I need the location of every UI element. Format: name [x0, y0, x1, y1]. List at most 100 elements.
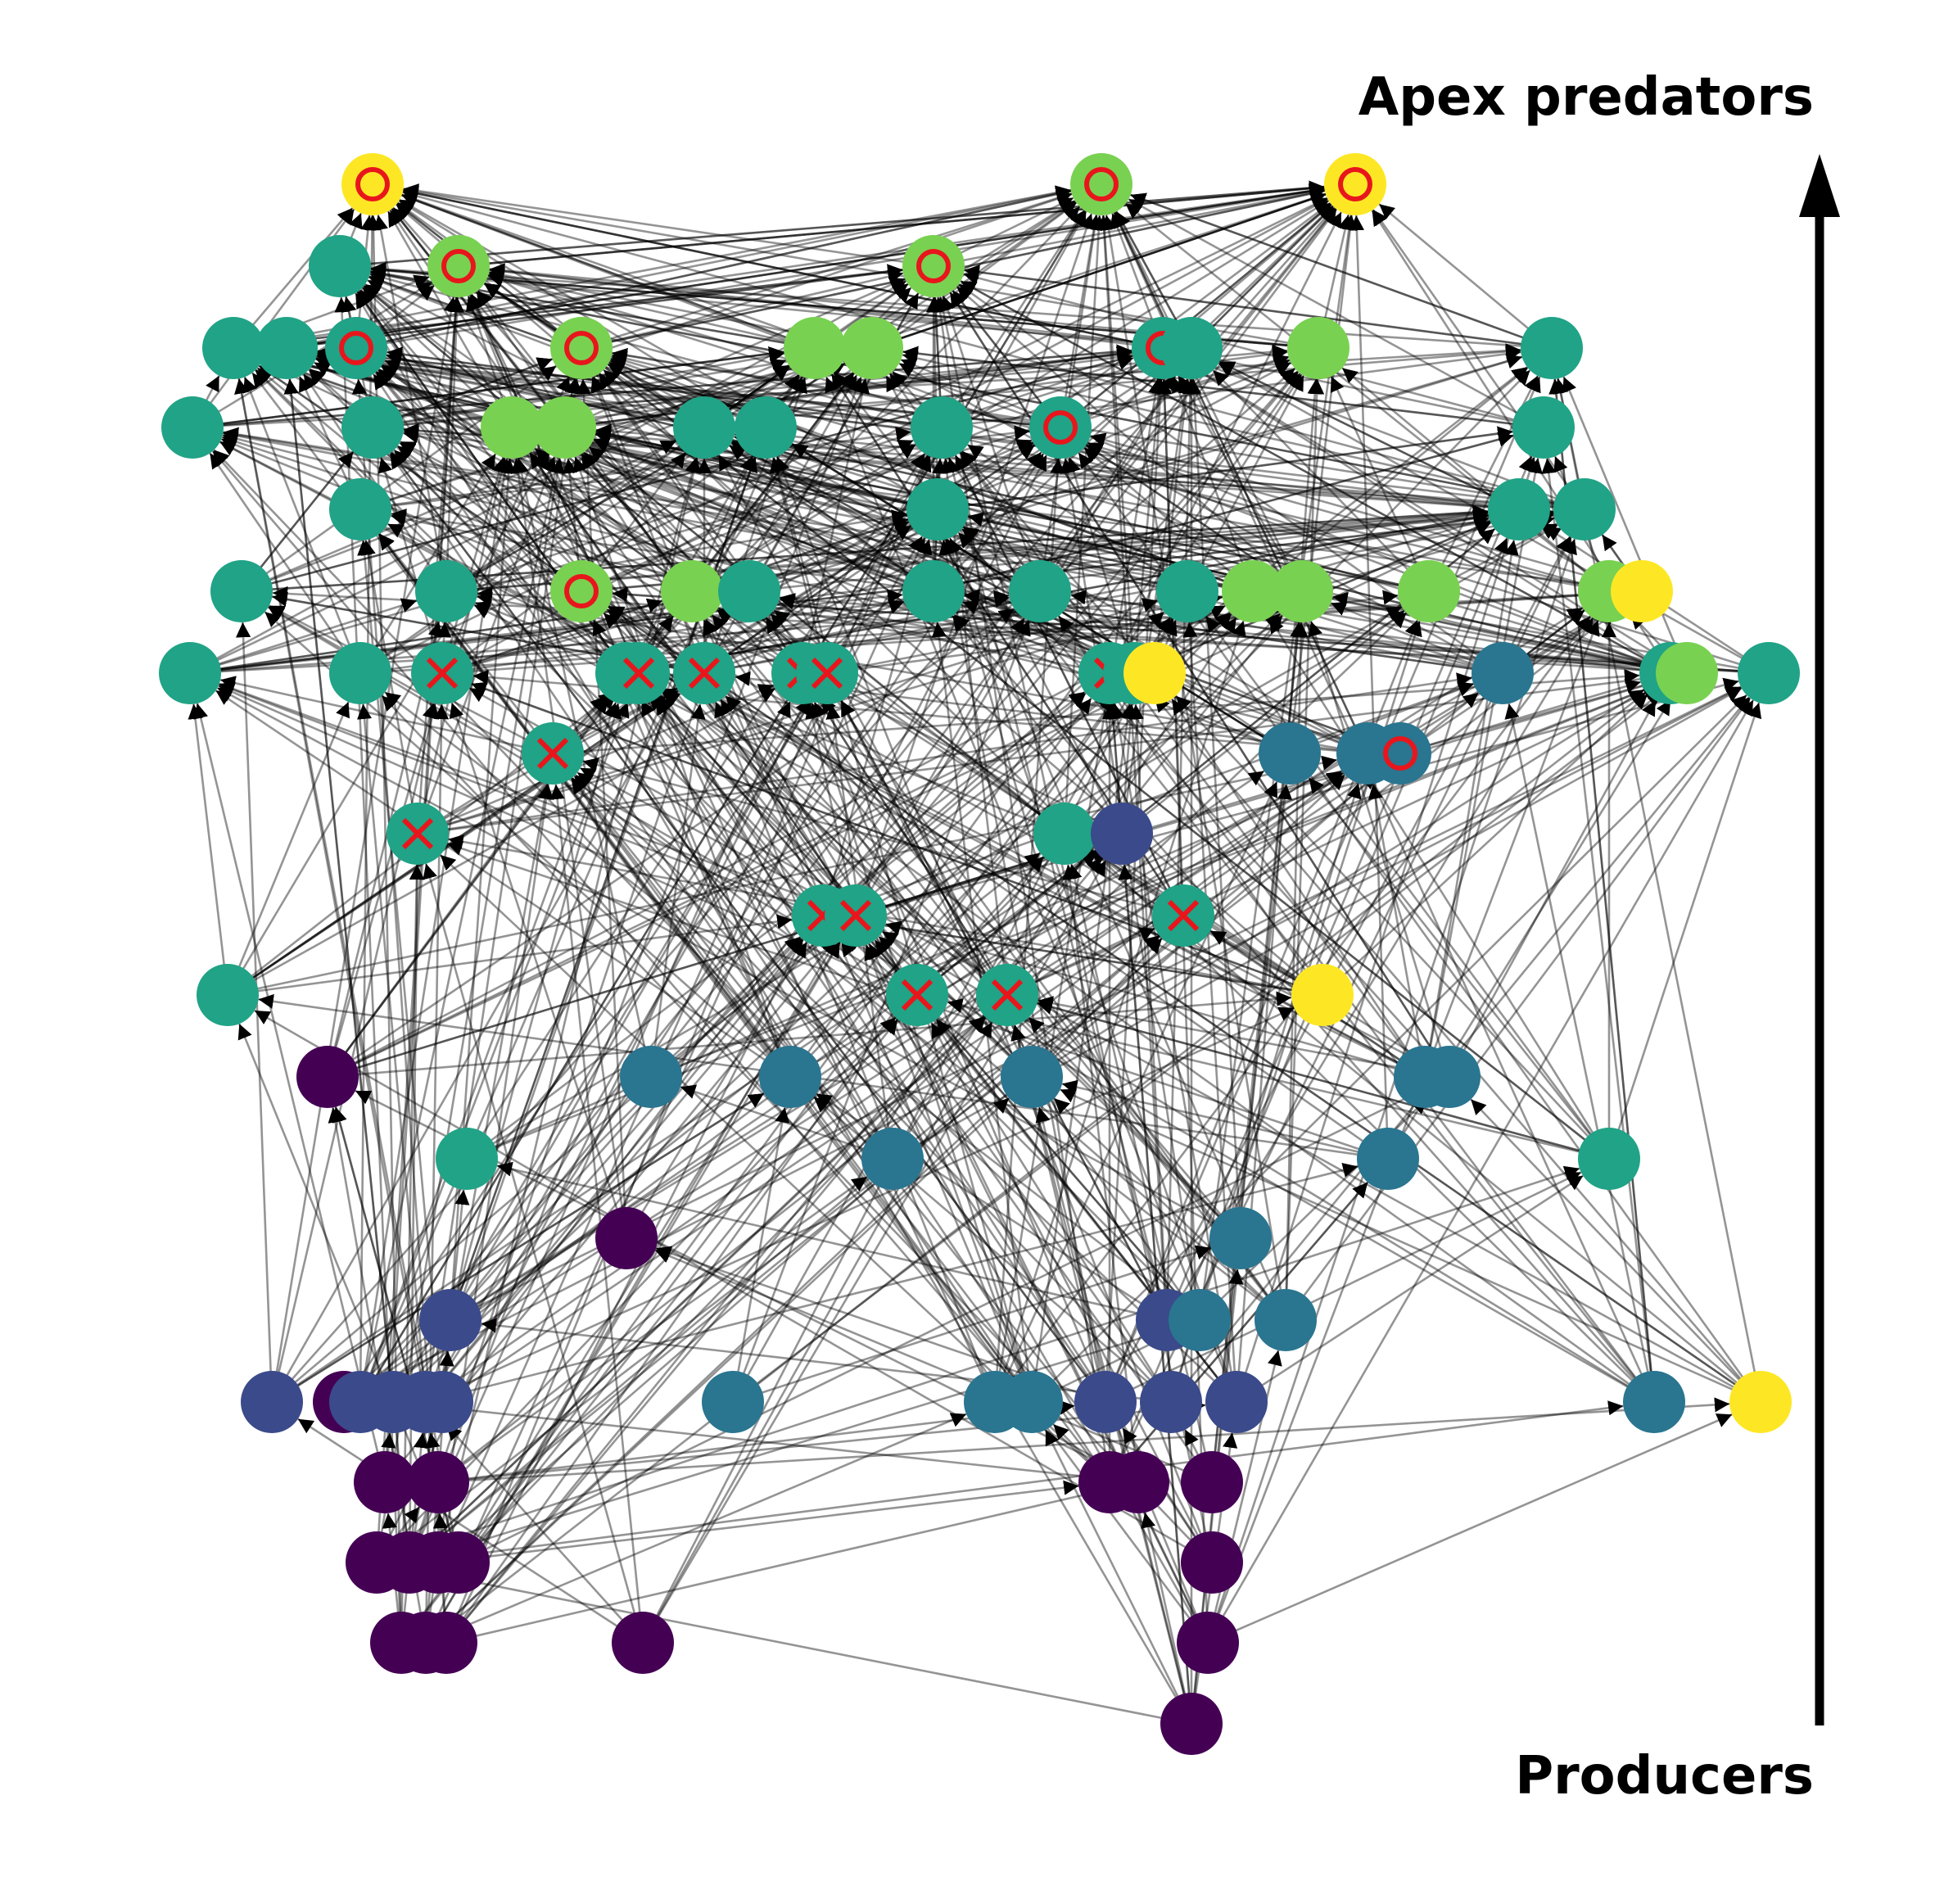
- feeding-link: [241, 454, 550, 972]
- feeding-link: [364, 378, 580, 1375]
- feeding-link: [471, 681, 1297, 987]
- feeding-link: [959, 451, 1409, 1056]
- feeding-link: [373, 453, 497, 650]
- feeding-link: [396, 203, 1302, 978]
- feeding-link: [219, 346, 784, 425]
- feeding-link: [364, 283, 543, 413]
- feeding-link: [489, 268, 845, 344]
- feeding-link: [445, 1097, 1010, 1625]
- feeding-link: [474, 505, 1489, 590]
- species-node: [329, 478, 391, 540]
- feeding-link: [193, 703, 380, 1456]
- feeding-link: [1064, 215, 1101, 400]
- feeding-link: [219, 676, 526, 748]
- feeding-link: [1192, 350, 1517, 423]
- feeding-link: [215, 690, 768, 1062]
- feeding-link: [490, 523, 1558, 1146]
- feeding-link: [216, 353, 1289, 667]
- cross-marker: [426, 657, 459, 690]
- feeding-link: [439, 854, 1090, 1464]
- feeding-link: [1315, 682, 1474, 745]
- feeding-link: [1038, 996, 1422, 1074]
- feeding-link: [571, 776, 1122, 1462]
- feeding-link: [1083, 446, 1232, 574]
- feeding-link: [399, 198, 1344, 741]
- circle-marker: [916, 249, 951, 283]
- species-node: [1074, 1371, 1137, 1433]
- feeding-link: [370, 267, 1557, 505]
- feeding-link: [445, 672, 1472, 831]
- species-node: [481, 396, 543, 459]
- feeding-link: [372, 373, 1096, 1460]
- feeding-link: [283, 378, 408, 1535]
- feeding-link: [396, 201, 683, 412]
- feeding-link: [1177, 374, 1290, 568]
- feeding-link: [1171, 698, 1411, 1055]
- feeding-link: [401, 938, 837, 1462]
- feeding-link: [952, 290, 1044, 406]
- species-node: [1357, 1128, 1419, 1190]
- feeding-link: [258, 364, 1738, 1387]
- feeding-link: [1081, 203, 1332, 411]
- feeding-link: [381, 1432, 396, 1455]
- circle-marker: [355, 167, 390, 201]
- cross-marker: [622, 657, 655, 690]
- feeding-link: [402, 186, 1136, 344]
- feeding-link: [1121, 211, 1343, 649]
- feeding-link: [655, 1021, 993, 1619]
- feeding-link: [358, 289, 1220, 1382]
- feeding-link: [1051, 773, 1378, 1060]
- feeding-link: [387, 522, 1401, 1065]
- species-node: [255, 317, 318, 379]
- feeding-link: [702, 455, 754, 567]
- species-node: [550, 560, 613, 622]
- species-node: [427, 235, 490, 297]
- feeding-link: [436, 1400, 1624, 1560]
- feeding-link: [458, 208, 1338, 1381]
- feeding-link: [461, 698, 1118, 1621]
- feeding-link: [590, 278, 906, 418]
- feeding-link: [302, 373, 432, 569]
- species-node: [673, 396, 735, 459]
- feeding-link: [398, 357, 553, 419]
- feeding-link: [945, 457, 1161, 1294]
- feeding-link: [402, 186, 1136, 344]
- feeding-link: [729, 445, 911, 577]
- feeding-link: [1051, 694, 1747, 1383]
- edges-layer: [188, 180, 1762, 1720]
- species-node: [1324, 153, 1386, 215]
- feeding-link: [965, 426, 1513, 507]
- feeding-link: [729, 445, 911, 577]
- species-node: [784, 317, 846, 379]
- feeding-link: [1090, 432, 1616, 585]
- feeding-link: [413, 612, 1232, 1384]
- feeding-link: [943, 539, 1160, 1294]
- feeding-link: [574, 774, 1218, 1384]
- species-node: [415, 560, 477, 622]
- species-node: [1009, 560, 1071, 622]
- feeding-link: [1128, 198, 1520, 415]
- feeding-link: [654, 1249, 1187, 1472]
- apex-predators-label: Apex predators: [1358, 67, 1814, 128]
- feeding-link: [401, 192, 1035, 419]
- feeding-link: [1210, 205, 1335, 329]
- feeding-link: [260, 183, 1325, 346]
- feeding-link: [960, 280, 1647, 661]
- feeding-link: [1118, 864, 1191, 1697]
- feeding-link: [188, 703, 226, 968]
- feeding-link: [644, 457, 700, 647]
- feeding-link: [417, 697, 1117, 1621]
- feeding-link: [776, 506, 1489, 590]
- feeding-link: [734, 430, 1402, 586]
- feeding-link: [703, 619, 1022, 1377]
- producers-label: Producers: [1515, 1746, 1814, 1807]
- feeding-link: [398, 192, 1073, 420]
- cross-marker: [991, 979, 1024, 1011]
- feeding-link: [1177, 455, 1533, 1296]
- feeding-link: [477, 1016, 987, 1544]
- feeding-link: [1426, 678, 1657, 748]
- circle-marker: [339, 331, 373, 365]
- feeding-link: [377, 457, 436, 647]
- feeding-link: [219, 681, 830, 907]
- species-node: [718, 560, 780, 622]
